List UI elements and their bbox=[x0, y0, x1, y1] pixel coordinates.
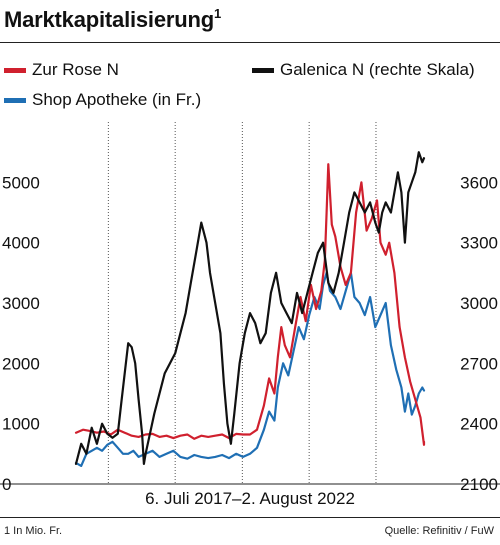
right-tick-label-3600: 3600 bbox=[460, 173, 498, 192]
right-tick-label-3300: 3300 bbox=[460, 234, 498, 253]
chart-title-footnote-mark: 1 bbox=[213, 6, 221, 21]
legend-label-galenica: Galenica N (rechte Skala) bbox=[280, 60, 475, 79]
right-tick-label-2700: 2700 bbox=[460, 354, 498, 373]
left-tick-label-0: 0 bbox=[2, 475, 11, 494]
series-line-galenica-n-rechte-skala bbox=[74, 151, 426, 465]
right-tick-label-2100: 2100 bbox=[460, 475, 498, 494]
legend-label-shop-apotheke: Shop Apotheke (in Fr.) bbox=[32, 90, 202, 109]
legend-swatch-zur-rose bbox=[4, 67, 26, 73]
footer-rule bbox=[0, 517, 500, 518]
left-tick-label-4000: 4000 bbox=[2, 234, 40, 253]
left-tick-label-5000: 5000 bbox=[2, 173, 40, 192]
left-tick-label-2000: 2000 bbox=[2, 354, 40, 373]
period-label: 6. Juli 2017–2. August 2022 bbox=[145, 489, 355, 508]
legend-swatch-galenica bbox=[252, 67, 274, 73]
series-line-shop-apotheke-in-fr bbox=[74, 271, 426, 467]
legend-swatch-shop-apotheke bbox=[4, 97, 26, 103]
chart-title-text: Marktkapitalisierung bbox=[4, 7, 214, 32]
legend-item-shop-apotheke: Shop Apotheke (in Fr.) bbox=[4, 90, 201, 110]
left-tick-label-3000: 3000 bbox=[2, 294, 40, 313]
chart-title: Marktkapitalisierung1 bbox=[4, 6, 221, 33]
right-tick-label-3000: 3000 bbox=[460, 294, 498, 313]
legend-item-zur-rose: Zur Rose N bbox=[4, 60, 119, 80]
legend-label-zur-rose: Zur Rose N bbox=[32, 60, 119, 79]
source-note: Quelle: Refinitiv / FuW bbox=[384, 525, 494, 537]
legend-item-galenica: Galenica N (rechte Skala) bbox=[252, 60, 475, 80]
footnote: 1 In Mio. Fr. bbox=[4, 525, 63, 537]
title-rule bbox=[0, 42, 500, 43]
right-tick-label-2400: 2400 bbox=[460, 415, 498, 434]
left-tick-label-1000: 1000 bbox=[2, 415, 40, 434]
